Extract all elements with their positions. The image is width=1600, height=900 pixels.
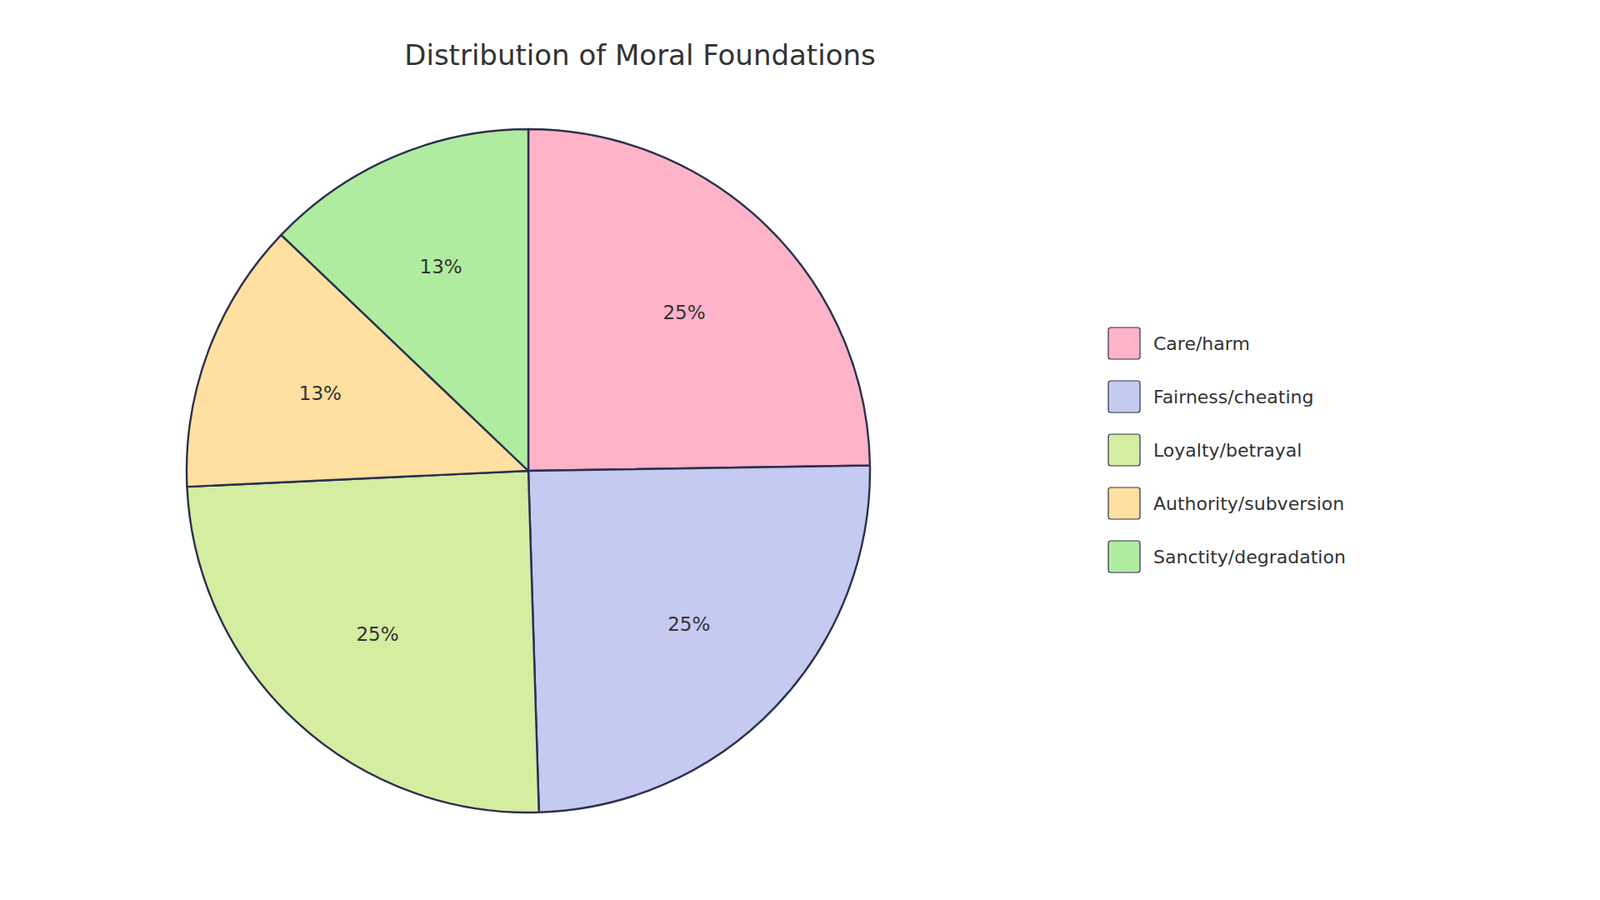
data-label: 25%: [667, 613, 710, 635]
pie-slice: [528, 129, 870, 471]
background: [0, 0, 1600, 900]
legend-label: Care/harm: [1153, 333, 1250, 355]
chart-container: Distribution of Moral Foundations25%25%2…: [0, 0, 1600, 900]
legend-swatch: [1108, 327, 1140, 360]
legend: Care/harm Fairness/cheating Loyalty/betray…: [1108, 327, 1346, 573]
slices: [186, 129, 870, 813]
legend-label: Loyalty/betrayal: [1153, 440, 1302, 461]
data-label: 13%: [420, 255, 463, 278]
data-label: 25%: [662, 301, 705, 324]
legend-swatch: [1108, 434, 1140, 466]
legend-swatch: [1108, 380, 1140, 413]
legend-swatch: [1108, 487, 1140, 520]
chart-svg: Distribution of Moral Foundations25%25%2…: [0, 0, 1600, 900]
legend-label: Sanctity/degradation: [1153, 546, 1346, 568]
data-label: 13%: [299, 382, 342, 405]
pie-slice: [528, 465, 870, 813]
pie-slice: [186, 470, 539, 813]
legend-swatch: [1108, 540, 1140, 573]
data-label: 25%: [355, 623, 399, 645]
pie-slice: [280, 129, 529, 471]
data-labels: 25% 25% 25% 13% 13%: [299, 255, 711, 645]
legend-label: Fairness/cheating: [1153, 386, 1314, 408]
chart-title: Distribution of Moral Foundations: [404, 38, 875, 72]
legend-label: Authority/subversion: [1153, 493, 1345, 515]
